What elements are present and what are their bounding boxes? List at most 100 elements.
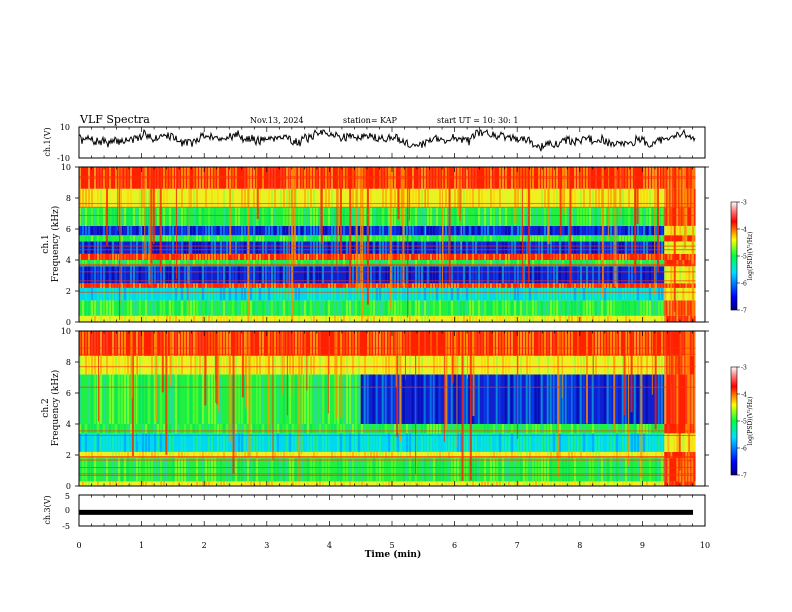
spectrogram-cell — [358, 300, 360, 316]
spectrogram-cell — [670, 300, 673, 316]
spectrogram-cell — [229, 253, 231, 260]
spectrogram-cell — [556, 266, 558, 284]
spectrogram-cell — [561, 374, 564, 424]
spectrogram-cell — [490, 331, 492, 356]
spectrogram-cell — [511, 315, 513, 322]
spectrogram-cell — [178, 207, 180, 226]
spectrogram-cell — [232, 287, 234, 301]
spectrogram-cell — [193, 287, 195, 301]
spectrogram-cell — [394, 188, 396, 208]
spectrogram-cell — [442, 188, 444, 208]
spectrogram-cell — [541, 458, 543, 482]
spectrogram-cell — [334, 287, 336, 301]
spectrogram-cell — [655, 283, 657, 288]
spectrogram-cell — [397, 300, 399, 316]
spectrogram-cell — [643, 458, 645, 482]
spectrogram-cell — [460, 287, 462, 301]
spectrogram-cell — [688, 188, 691, 208]
spectrogram-cell — [313, 207, 315, 226]
spectrogram-cell — [211, 241, 213, 254]
spectrogram-cell — [211, 225, 213, 236]
spectrogram-cell — [166, 451, 168, 459]
spectrogram-cell — [550, 283, 552, 288]
spectrogram-cell — [529, 315, 531, 322]
spectrogram-cell — [229, 458, 231, 482]
spectrogram-cell — [468, 374, 471, 424]
spectrogram-cell — [178, 315, 180, 322]
spectrogram-cell — [601, 300, 603, 316]
spectrogram-cell — [247, 424, 249, 434]
spectrogram-cell — [682, 300, 685, 316]
spectrogram-cell — [169, 253, 171, 260]
spectrogram-cell — [478, 283, 480, 288]
spectrogram-cell — [334, 235, 336, 242]
sferic-streak — [159, 167, 162, 272]
spectrogram-cell — [670, 481, 673, 486]
spectrogram-cell — [127, 424, 129, 434]
spectrogram-cell — [373, 266, 375, 284]
spectrogram-cell — [214, 225, 216, 236]
spectrogram-cell — [301, 287, 303, 301]
spectrogram-cell — [664, 283, 667, 288]
spectrogram-cell — [382, 241, 384, 254]
spectrogram-cell — [523, 315, 525, 322]
spectrogram-cell — [265, 424, 267, 434]
spectrogram-cell — [403, 458, 405, 482]
spectrogram-cell — [103, 451, 105, 459]
spectrogram-cell — [541, 207, 543, 226]
spectrogram-cell — [91, 374, 93, 424]
spectrogram-cell — [589, 287, 591, 301]
spectrogram-cell — [418, 283, 420, 288]
spectrogram-cell — [487, 207, 489, 226]
spectrogram-cell — [550, 433, 552, 452]
spectrogram-cell — [151, 315, 153, 322]
spectrogram-cell — [583, 481, 585, 486]
spectrogram-cell — [145, 331, 147, 356]
spectrogram-cell — [214, 188, 216, 208]
spectrogram-cell — [352, 188, 354, 208]
spectrogram-cell — [679, 207, 682, 226]
spectrogram-cell — [103, 253, 105, 260]
spectrogram-cell — [556, 355, 558, 375]
spectrogram-cell — [634, 315, 636, 322]
spectrogram-cell — [277, 225, 279, 236]
spectrogram-cell — [211, 424, 213, 434]
spectrogram-cell — [178, 355, 180, 375]
spectrogram-cell — [238, 241, 240, 254]
spectrogram-cell — [286, 260, 288, 267]
spectrogram-cell — [301, 481, 303, 486]
spectrogram-cell — [568, 458, 570, 482]
spectrogram-cell — [670, 188, 673, 208]
spectrogram-cell — [538, 225, 540, 236]
spectrogram-cell — [384, 374, 387, 424]
spectrogram-cell — [121, 235, 123, 242]
spectrogram-cell — [496, 481, 498, 486]
spectrogram-cell — [664, 266, 667, 284]
spectrogram-cell — [250, 287, 252, 301]
spectrogram-cell — [208, 374, 210, 424]
spectrogram-cell — [346, 374, 348, 424]
spectrogram-cell — [97, 283, 99, 288]
spectrogram-cell — [475, 331, 477, 356]
spectrogram-cell — [676, 331, 679, 356]
spectrogram-cell — [355, 458, 357, 482]
spectrogram-cell — [511, 207, 513, 226]
spectrogram-cell — [661, 481, 663, 486]
spectrogram-cell — [688, 481, 691, 486]
spectrogram-cell — [256, 433, 258, 452]
spectrogram-cell — [520, 188, 522, 208]
spectrogram-cell — [295, 458, 297, 482]
spectrogram-cell — [676, 207, 679, 226]
spectrogram-cell — [598, 331, 600, 356]
spectrogram-cell — [520, 315, 522, 322]
spectrogram-cell — [322, 355, 324, 375]
spectrogram-cell — [184, 266, 186, 284]
spectrogram-cell — [289, 374, 291, 424]
spectrogram-cell — [592, 451, 594, 459]
spectrogram-cell — [184, 424, 186, 434]
spectrogram-cell — [406, 287, 408, 301]
spectrogram-cell — [576, 374, 579, 424]
spectrogram-cell — [577, 315, 579, 322]
spectrogram-cell — [286, 287, 288, 301]
spectrogram-cell — [577, 287, 579, 301]
